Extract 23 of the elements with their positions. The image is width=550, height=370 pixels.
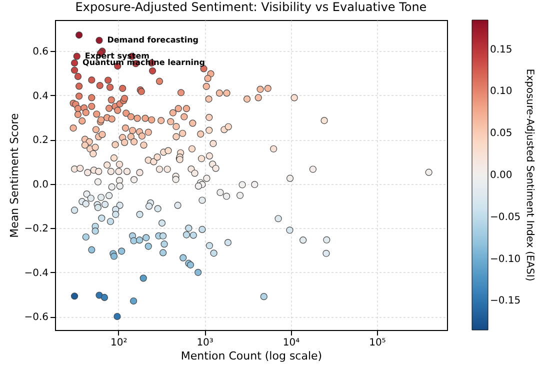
x-tick-label: 10⁴: [282, 338, 300, 348]
x-tick-label: 10⁵: [369, 338, 386, 348]
color-bar-label: 0.10: [490, 86, 512, 98]
color-bar-label: 0.00: [490, 170, 512, 181]
y-tick-label: −0.2: [24, 224, 48, 235]
y-tick-label: −0.6: [24, 312, 48, 324]
color-bar-title: Exposure-Adjusted Sentiment Index (EASI): [524, 68, 535, 282]
y-tick-label: 0.6: [32, 46, 48, 58]
color-bar-label: −0.15: [490, 296, 521, 307]
color-bar-label: −0.10: [490, 254, 521, 265]
x-tick-label: 10³: [196, 338, 214, 348]
y-tick-label: −0.4: [24, 268, 48, 279]
color-bar-label: 0.05: [490, 128, 512, 140]
y-tick-label: 0.4: [32, 90, 48, 102]
chart-title: Exposure-Adjusted Sentiment: Visibility vs Evaluative Tone: [75, 0, 427, 14]
x-axis-title: Mention Count (log scale): [180, 350, 322, 362]
y-tick-label: 0.0: [32, 179, 48, 190]
x-tick-label: 10²: [110, 338, 128, 348]
annotation: Demand forecasting: [107, 35, 199, 44]
color-bar-label: 0.15: [490, 44, 512, 56]
y-tick-label: 0.2: [32, 135, 48, 146]
y-axis-title: Mean Sentiment Score: [8, 112, 22, 238]
color-bar-label: −0.05: [490, 212, 521, 223]
